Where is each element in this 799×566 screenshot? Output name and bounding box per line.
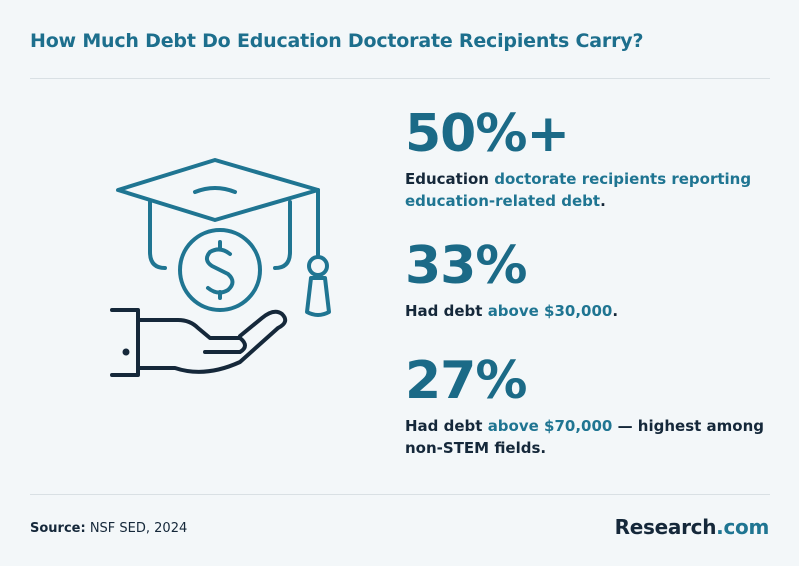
text: . xyxy=(600,192,606,210)
brand-name: Research xyxy=(614,515,717,539)
stat: 50%+ Education doctorate recipients repor… xyxy=(405,106,765,212)
highlight-text: above $30,000 xyxy=(487,302,613,320)
stat-value: 27% xyxy=(405,351,527,411)
title: How Much Debt Do Education Doctorate Rec… xyxy=(30,30,644,52)
brand-suffix: .com xyxy=(716,515,769,539)
brand: Research.com xyxy=(614,515,770,539)
divider xyxy=(30,494,770,495)
stat-value: 33% xyxy=(405,236,527,296)
highlight-text: doctorate recipients reporting education… xyxy=(405,170,752,210)
divider xyxy=(30,78,770,79)
stat: 27% Had debt above $70,000 — highest amon… xyxy=(405,353,765,459)
stat-description: Had debt above $70,000 — highest among n… xyxy=(405,415,765,459)
source-label: Source: xyxy=(30,521,86,536)
stat-description: Education doctorate recipients reporting… xyxy=(405,168,765,212)
icon xyxy=(110,158,331,377)
stat-description: Had debt above $30,000. xyxy=(405,300,765,322)
stat-value: 50%+ xyxy=(405,104,570,164)
text: . xyxy=(612,302,619,320)
source-text: NSF SED, 2024 xyxy=(89,521,188,536)
text: Had debt xyxy=(405,417,488,435)
stat: 33% Had debt above $30,000. xyxy=(405,238,765,322)
text: Education xyxy=(405,170,495,188)
text: Had debt xyxy=(405,302,488,320)
text: — highest among non-STEM fields. xyxy=(405,417,765,457)
source: Source: NSF SED, 2024 xyxy=(30,521,187,536)
highlight-text: above $70,000 xyxy=(487,417,613,435)
